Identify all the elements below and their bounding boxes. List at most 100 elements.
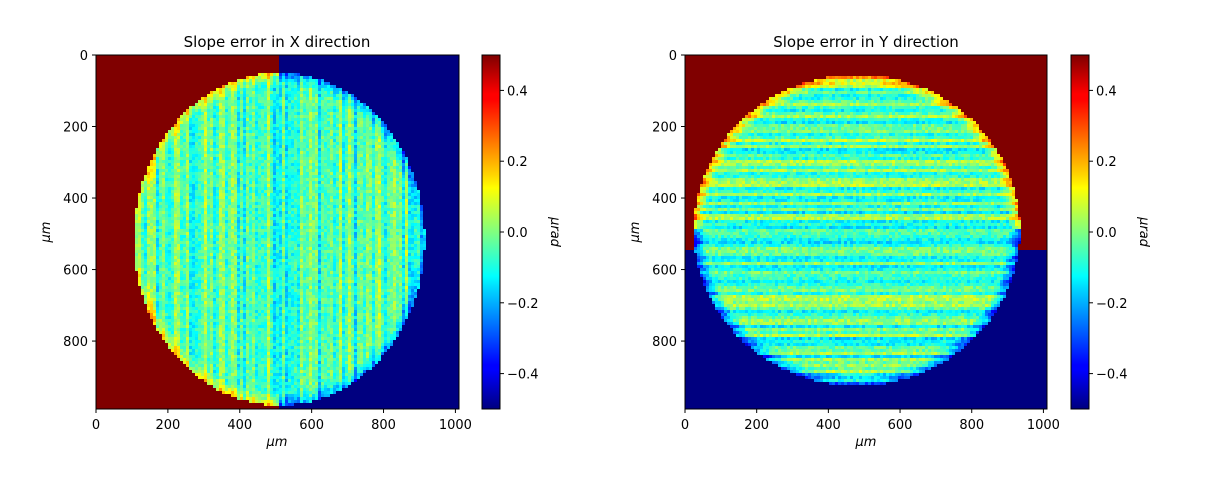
heatmap-cell [312, 139, 316, 143]
heatmap-cell [258, 160, 262, 164]
heatmap-cell [375, 58, 379, 62]
heatmap-cell [384, 118, 388, 122]
heatmap-cell [255, 130, 259, 134]
heatmap-cell [186, 145, 190, 149]
heatmap-cell [141, 106, 145, 110]
heatmap-cell [150, 154, 154, 158]
heatmap-cell [111, 154, 115, 158]
heatmap-cell [195, 109, 199, 113]
heatmap-cell [351, 151, 355, 155]
heatmap-cell [129, 85, 133, 89]
heatmap-cell [132, 142, 136, 146]
heatmap-cell [333, 97, 337, 101]
heatmap-cell [234, 175, 238, 179]
heatmap-cell [315, 118, 319, 122]
heatmap-cell [252, 169, 256, 173]
heatmap-cell [147, 127, 151, 131]
heatmap-cell [114, 85, 118, 89]
heatmap-cell [363, 76, 367, 80]
heatmap-cell [288, 67, 292, 71]
heatmap-cell [162, 163, 166, 167]
heatmap-cell [186, 124, 190, 128]
heatmap-cell [285, 55, 289, 59]
heatmap-cell [165, 115, 169, 119]
heatmap-cell [378, 115, 382, 119]
heatmap-cell [291, 166, 295, 170]
heatmap-cell [198, 112, 202, 116]
heatmap-cell [264, 91, 268, 95]
heatmap-cell [195, 142, 199, 146]
heatmap-cell [342, 97, 346, 101]
heatmap-cell [303, 109, 307, 113]
heatmap-cell [288, 85, 292, 89]
heatmap-cell [270, 157, 274, 161]
heatmap-cell [120, 157, 124, 161]
heatmap-cell [372, 175, 376, 179]
heatmap-cell [411, 166, 415, 170]
heatmap-cell [255, 136, 259, 140]
heatmap-cell [366, 97, 370, 101]
heatmap-cell [207, 157, 211, 161]
heatmap-cell [360, 100, 364, 104]
heatmap-cell [156, 79, 160, 83]
heatmap-cell [171, 166, 175, 170]
heatmap-cell [159, 79, 163, 83]
heatmap-cell [168, 73, 172, 77]
heatmap-cell [144, 55, 148, 59]
heatmap-cell [300, 127, 304, 131]
heatmap-cell [339, 145, 343, 149]
heatmap-cell [141, 58, 145, 62]
heatmap-cell [207, 139, 211, 143]
heatmap-cell [237, 58, 241, 62]
heatmap-cell [294, 121, 298, 125]
heatmap-cell [126, 133, 130, 137]
heatmap-cell [405, 64, 409, 68]
heatmap-cell [102, 172, 106, 176]
heatmap-cell [399, 115, 403, 119]
heatmap-cell [225, 124, 229, 128]
heatmap-cell [354, 145, 358, 149]
heatmap-cell [381, 163, 385, 167]
heatmap-cell [156, 88, 160, 92]
heatmap-cell [135, 142, 139, 146]
heatmap-cell [96, 142, 100, 146]
heatmap-cell [186, 139, 190, 143]
heatmap-cell [426, 61, 430, 65]
heatmap-cell [366, 142, 370, 146]
heatmap-cell [180, 73, 184, 77]
heatmap-cell [240, 58, 244, 62]
heatmap-cell [174, 103, 178, 107]
heatmap-cell [309, 157, 313, 161]
heatmap-cell [144, 106, 148, 110]
heatmap-cell [363, 166, 367, 170]
heatmap-cell [414, 148, 418, 152]
heatmap-cell [162, 79, 166, 83]
heatmap-cell [174, 178, 178, 182]
heatmap-cell [402, 172, 406, 176]
heatmap-cell [273, 163, 277, 167]
heatmap-cell [171, 157, 175, 161]
heatmap-cell [168, 148, 172, 152]
heatmap-cell [267, 85, 271, 89]
heatmap-cell [324, 91, 328, 95]
heatmap-cell [159, 136, 163, 140]
heatmap-cell [381, 67, 385, 71]
heatmap-cell [213, 112, 217, 116]
heatmap-cell [456, 160, 459, 164]
heatmap-cell [96, 178, 100, 182]
heatmap-cell [120, 91, 124, 95]
heatmap-cell [408, 58, 412, 62]
heatmap-cell [234, 166, 238, 170]
heatmap-cell [330, 127, 334, 131]
heatmap-cell [201, 67, 205, 71]
heatmap-cell [144, 109, 148, 113]
heatmap-cell [186, 97, 190, 101]
heatmap-cell [213, 97, 217, 101]
heatmap-cell [201, 106, 205, 110]
heatmap-cell [330, 88, 334, 92]
heatmap-cell [261, 163, 265, 167]
heatmap-cell [417, 100, 421, 104]
heatmap-cell [240, 127, 244, 131]
heatmap-cell [270, 166, 274, 170]
heatmap-cell [111, 109, 115, 113]
